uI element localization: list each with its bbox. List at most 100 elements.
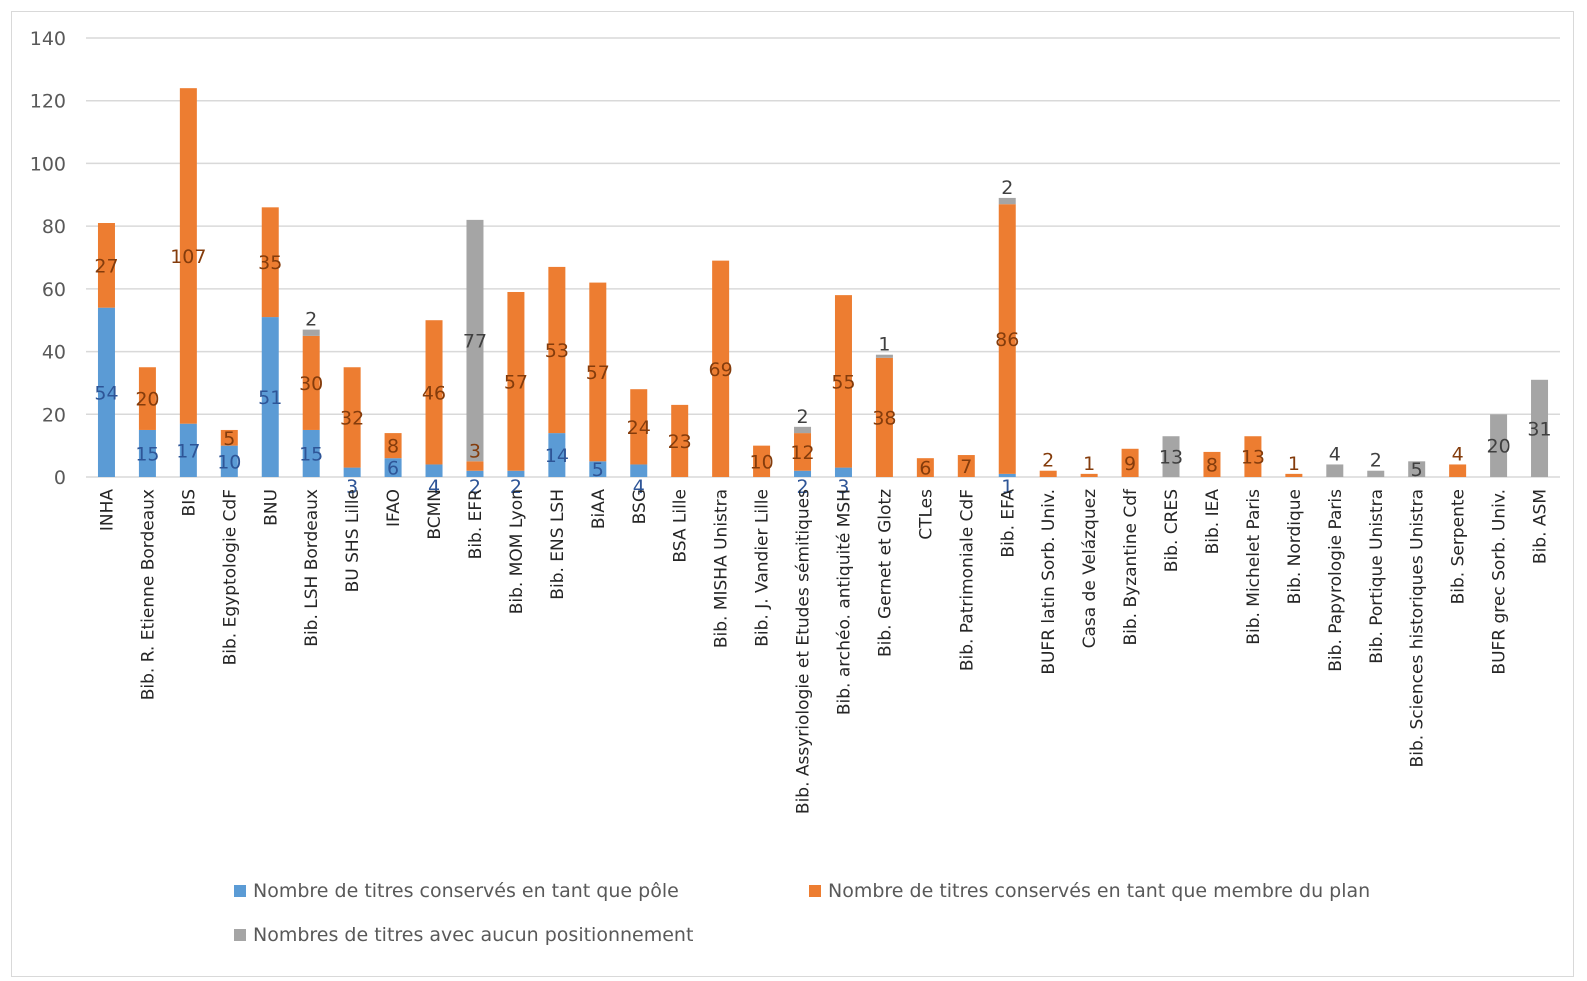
- bar-segment: [466, 219, 484, 462]
- data-label: 86: [995, 329, 1019, 351]
- legend-swatch-pole: [234, 885, 246, 897]
- bar-segment: [875, 354, 893, 358]
- data-label: 13: [1159, 447, 1183, 469]
- data-label: 51: [258, 387, 282, 409]
- bar-segment: [97, 307, 115, 477]
- legend-swatch-aucun: [234, 929, 246, 941]
- bar-segment: [220, 445, 238, 477]
- category-label: Bib. Portique Unistra: [1367, 489, 1387, 664]
- bar-segment: [712, 260, 730, 477]
- category-label: Bib. IEA: [1203, 489, 1223, 555]
- category-label: BSA Lille: [671, 489, 691, 563]
- category-label: Bib. EFR: [466, 489, 486, 560]
- bar-segment: [97, 223, 115, 308]
- data-label: 4: [633, 476, 645, 498]
- bar-segment: [1449, 464, 1467, 477]
- bar-segment: [261, 207, 279, 318]
- data-label: 46: [422, 382, 446, 404]
- category-label: Bib. Nordique: [1285, 489, 1305, 604]
- data-label: 35: [258, 252, 282, 274]
- category-label: Bib. Byzantine Cdf: [1121, 488, 1141, 646]
- legend-label-membre: Nombre de titres conservés en tant que m…: [828, 880, 1371, 902]
- bar-segment: [998, 204, 1016, 474]
- category-label: BiAA: [589, 489, 609, 529]
- bar-segment: [1490, 414, 1508, 477]
- gridlines: [86, 37, 1560, 478]
- bar-segment: [507, 470, 525, 477]
- category-label: Bib. ASM: [1531, 489, 1551, 564]
- data-label: 9: [1124, 453, 1136, 475]
- data-label: 10: [749, 451, 773, 473]
- bar-segment: [179, 423, 197, 477]
- bar-segment: [343, 367, 361, 468]
- bar-segment: [466, 470, 484, 477]
- category-label: Bib. R. Etienne Bordeaux: [138, 489, 158, 700]
- bar-segment: [1244, 436, 1262, 477]
- bar-segment: [630, 464, 648, 477]
- bar-segment: [916, 458, 934, 477]
- legend-item-aucun: Nombres de titres avec aucun positionnem…: [234, 924, 693, 946]
- bar-segment: [425, 320, 443, 465]
- bar-segment: [466, 461, 484, 471]
- data-label: 3: [469, 440, 481, 462]
- bar-segment: [138, 367, 156, 430]
- bar-segment: [384, 458, 402, 477]
- data-label: 69: [709, 359, 733, 381]
- data-label: 17: [176, 440, 200, 462]
- category-label: Bib. Serpente: [1449, 489, 1469, 604]
- data-label: 8: [387, 436, 399, 458]
- data-label: 2: [796, 406, 808, 428]
- y-tick-label: 140: [30, 28, 66, 50]
- data-label: 14: [545, 445, 569, 467]
- bar-segment: [794, 426, 812, 434]
- bar-segment: [384, 433, 402, 459]
- bar-segment: [630, 389, 648, 465]
- data-label: 32: [340, 407, 364, 429]
- data-label: 20: [1486, 436, 1510, 458]
- y-tick-label: 80: [42, 216, 66, 238]
- data-label: 5: [223, 428, 235, 450]
- bar-segment: [875, 357, 893, 477]
- data-label: 1: [1288, 453, 1300, 475]
- data-label: 20: [135, 389, 159, 411]
- legend-item-pole: Nombre de titres conservés en tant que p…: [234, 880, 679, 902]
- x-axis-category-labels: INHA Bib. R. Etienne Bordeaux BIS Bib. Egyp…: [97, 488, 1550, 814]
- data-label: 2: [796, 476, 808, 498]
- data-label: 2: [510, 476, 522, 498]
- data-label: 1: [878, 334, 890, 356]
- category-label: CTLes: [916, 489, 936, 540]
- bar-segment: [589, 282, 607, 462]
- bar-segment: [507, 291, 525, 471]
- data-label: 27: [94, 255, 118, 277]
- bar-segment: [1080, 473, 1098, 477]
- bar-segment: [589, 461, 607, 477]
- y-tick-label: 20: [42, 404, 66, 426]
- bar-segment: [1121, 448, 1139, 477]
- data-label: 57: [504, 371, 528, 393]
- y-tick-label: 100: [30, 153, 66, 175]
- category-label: Bib. CRES: [1162, 489, 1182, 572]
- chart-area: [11, 11, 1574, 977]
- y-axis-tick-labels: 0 20 40 60 80 100 120 140: [30, 28, 66, 489]
- data-label: 2: [1042, 450, 1054, 472]
- category-label: Bib. LSH Bordeaux: [302, 489, 322, 647]
- bar-segment: [548, 266, 566, 434]
- bar-segment: [1285, 473, 1303, 477]
- category-label: BU SHS Lille: [343, 489, 363, 592]
- bar-segment: [179, 88, 197, 424]
- legend-swatch-membre: [809, 885, 821, 897]
- data-label: 107: [170, 246, 206, 268]
- category-label: Bib. Assyriologie et Etudes sémitiques: [794, 489, 814, 814]
- category-label: Bib. Patrimoniale CdF: [957, 489, 977, 671]
- category-label: IFAO: [384, 489, 404, 527]
- category-label: Bib. J. Vandier Lille: [753, 489, 773, 647]
- data-label: 6: [387, 458, 399, 480]
- data-label: 54: [94, 382, 118, 404]
- bar-segment: [834, 295, 852, 468]
- bar-segment: [1408, 461, 1426, 477]
- category-label: Bib. Sciences historiques Unistra: [1408, 489, 1428, 767]
- data-label: 53: [545, 340, 569, 362]
- data-label: 4: [1452, 443, 1464, 465]
- category-label: Bib. Gernet et Glotz: [875, 489, 895, 657]
